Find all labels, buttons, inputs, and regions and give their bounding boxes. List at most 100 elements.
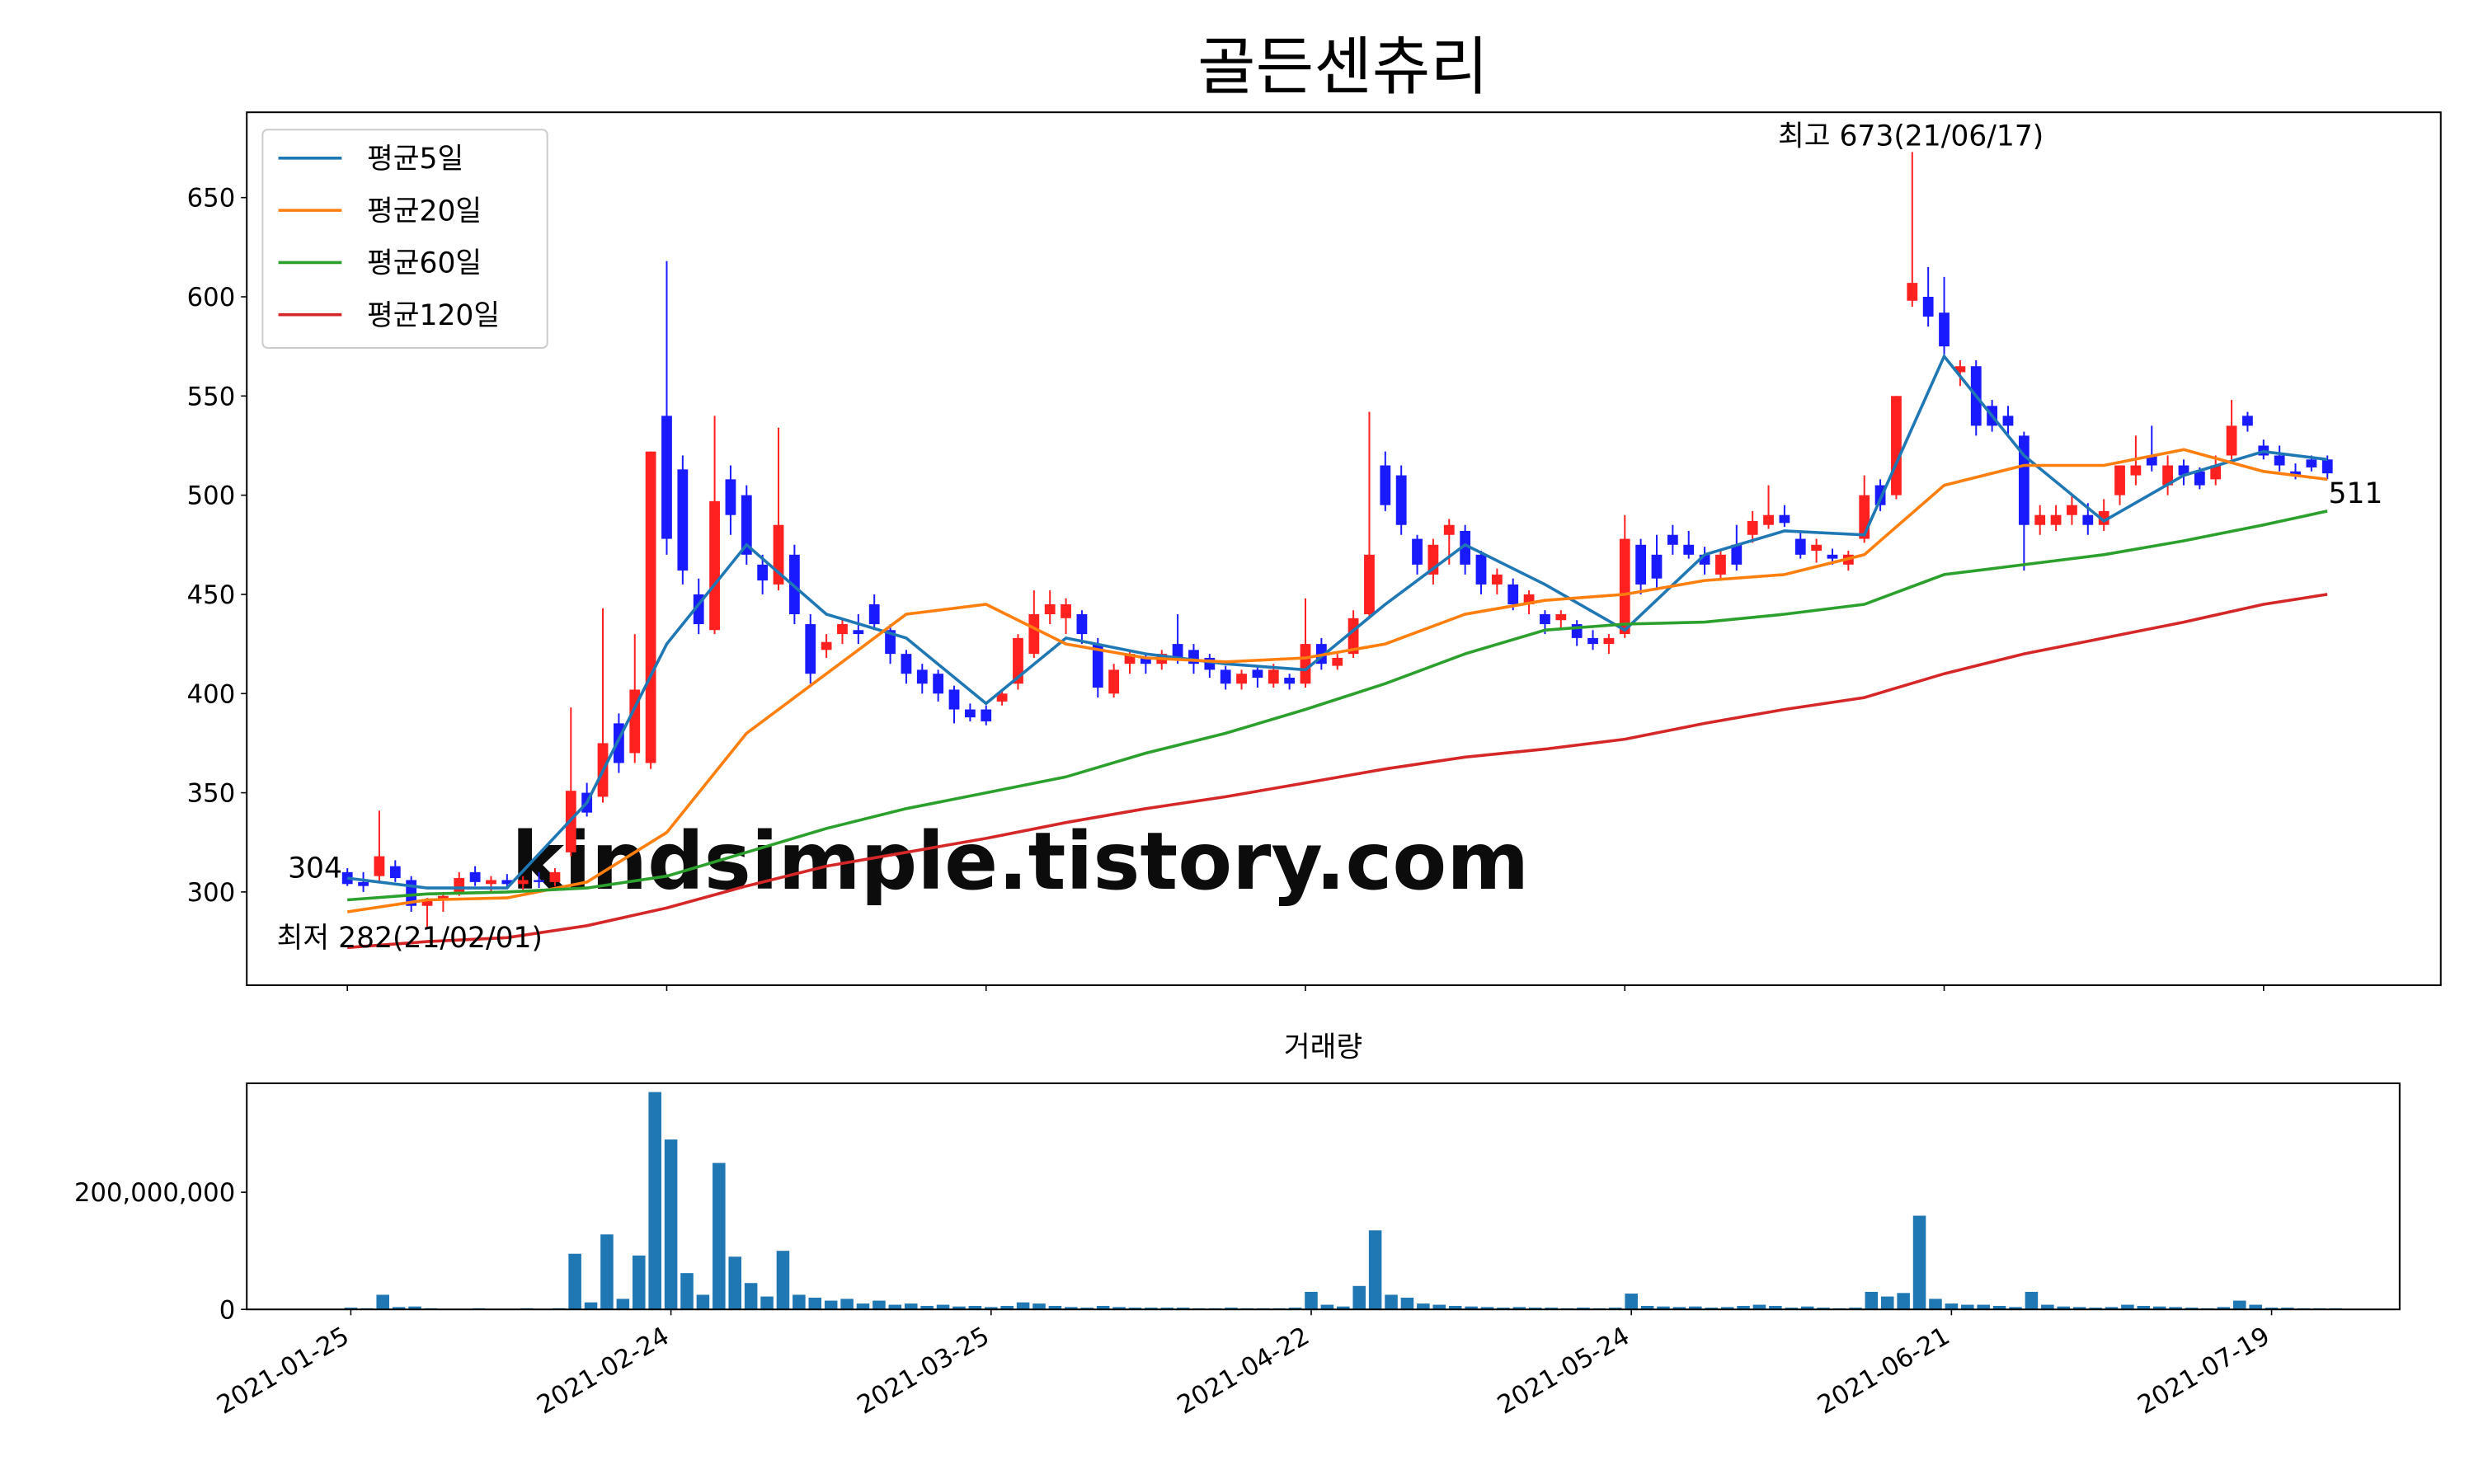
candle-body	[1252, 669, 1263, 679]
ma-line	[346, 448, 2328, 913]
volume-bar	[408, 1306, 421, 1310]
volume-bar	[1752, 1304, 1766, 1310]
candle-body	[1779, 514, 1790, 524]
volume-bar	[392, 1307, 406, 1310]
candle-body	[2146, 455, 2157, 466]
volume-bar	[840, 1298, 854, 1310]
volume-bar	[1800, 1306, 1814, 1310]
candle-body	[1172, 644, 1183, 658]
candle-body	[853, 630, 864, 635]
candle-body	[1651, 554, 1663, 579]
x-tick-label: 2021-03-25	[853, 1322, 995, 1420]
volume-bar	[568, 1253, 581, 1310]
candle-body	[1364, 554, 1375, 615]
annotation: 304	[288, 852, 342, 885]
volume-bar	[1961, 1304, 1974, 1310]
candle-body	[469, 871, 481, 882]
annotation: 최고 673(21/06/17)	[1778, 120, 2044, 153]
candle-body	[996, 693, 1008, 702]
candle-body	[1236, 674, 1247, 684]
volume-bar	[1865, 1291, 1879, 1310]
volume-bar	[1368, 1230, 1382, 1310]
candle-body	[2034, 514, 2046, 525]
volume-bar	[793, 1294, 806, 1310]
candle-body	[709, 500, 720, 631]
volume-bar	[2217, 1307, 2231, 1310]
candle-body	[2098, 510, 2109, 525]
x-tick-label: 2021-05-24	[1493, 1322, 1634, 1420]
volume-bar	[2232, 1300, 2246, 1310]
panel-title: 거래량	[1284, 1031, 1362, 1064]
legend-label: 평균120일	[367, 299, 500, 332]
candle-body	[645, 451, 656, 763]
candle-body	[885, 630, 896, 655]
volume-bar	[648, 1092, 661, 1310]
candle-body	[1412, 538, 1423, 565]
candle-body	[1540, 614, 1550, 625]
candle-body	[1731, 544, 1743, 565]
volume-bar	[1689, 1306, 1702, 1310]
volume-bar	[1160, 1308, 1174, 1310]
candle-body	[788, 554, 800, 615]
volume-bar	[1785, 1308, 1799, 1310]
volume-bar	[633, 1255, 646, 1310]
annotation: 511	[2329, 477, 2383, 510]
volume-bar	[1817, 1308, 1830, 1310]
candle-body	[2274, 455, 2285, 466]
legend-label: 평균5일	[367, 143, 463, 176]
candle-body	[1939, 312, 1950, 347]
volume-bar	[1465, 1306, 1478, 1310]
volume-bar	[1577, 1308, 1590, 1310]
candle-body	[1013, 637, 1023, 684]
chart-title: 골든센츄리	[1197, 31, 1489, 104]
candle-body	[501, 880, 513, 885]
volume-bar	[1016, 1302, 1030, 1310]
candle-body	[677, 469, 689, 571]
candle-body	[1619, 538, 1630, 635]
volume-bar	[1512, 1307, 1526, 1310]
volume-bar	[808, 1298, 822, 1310]
watermark: kindsimple.tistory.com	[511, 815, 1529, 908]
volume-bar	[696, 1294, 710, 1310]
volume-bar	[2025, 1291, 2039, 1310]
y-tick-label: 350	[187, 780, 236, 809]
candle-body	[725, 479, 736, 515]
candle-body	[2321, 459, 2333, 474]
candle-body	[2050, 514, 2062, 525]
volume-bar	[985, 1307, 998, 1310]
candle-body	[1635, 544, 1647, 585]
x-tick-label: 2021-02-24	[533, 1322, 675, 1420]
volume-bar	[2105, 1307, 2119, 1310]
candle-body	[933, 674, 944, 694]
candle-body	[389, 866, 401, 879]
candle-body	[661, 416, 672, 539]
volume-bar	[1769, 1305, 1782, 1310]
volume-bar	[920, 1305, 934, 1310]
candle-body	[2082, 514, 2094, 525]
volume-bar	[1880, 1296, 1894, 1310]
candle-body	[2226, 425, 2237, 456]
volume-bar	[1625, 1294, 1638, 1310]
volume-bar	[856, 1303, 870, 1310]
volume-bar	[1305, 1291, 1318, 1310]
volume-bar	[1128, 1308, 1142, 1310]
candle-body	[2290, 471, 2301, 476]
candle-body	[1380, 465, 1391, 505]
volume-bar	[1417, 1303, 1430, 1310]
candle-body	[1587, 637, 1598, 645]
candle-body	[1954, 366, 1966, 373]
candle-body	[1891, 396, 1902, 495]
x-tick-label: 2021-07-19	[2133, 1322, 2275, 1420]
volume-bar	[1032, 1303, 1046, 1310]
candle-body	[916, 669, 928, 684]
volume-bar	[1912, 1215, 1926, 1310]
volume-bar	[968, 1305, 982, 1310]
candle-body	[741, 495, 752, 555]
volume-bar	[1000, 1305, 1014, 1310]
volume-bar	[1048, 1305, 1062, 1310]
candle-body	[1491, 574, 1503, 585]
volume-bar	[2265, 1308, 2279, 1310]
candle-body	[1044, 603, 1056, 615]
candle-body	[549, 871, 561, 882]
volume-bar	[1609, 1308, 1622, 1310]
